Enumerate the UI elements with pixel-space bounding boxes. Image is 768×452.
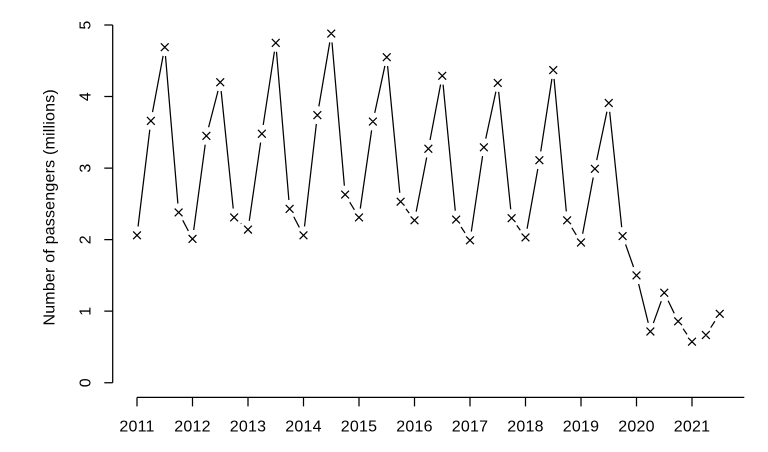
svg-text:4: 4 (78, 92, 95, 101)
svg-text:2013: 2013 (230, 419, 266, 436)
svg-text:2012: 2012 (174, 419, 210, 436)
svg-text:5: 5 (78, 20, 95, 29)
svg-text:1: 1 (78, 307, 95, 316)
svg-text:2011: 2011 (119, 419, 154, 436)
svg-text:2014: 2014 (285, 419, 321, 436)
svg-text:2021: 2021 (674, 419, 710, 436)
svg-text:2015: 2015 (341, 419, 377, 436)
svg-text:Number of passengers (millions: Number of passengers (millions) (42, 89, 59, 326)
svg-text:2018: 2018 (507, 419, 543, 436)
svg-text:2019: 2019 (563, 419, 599, 436)
svg-text:2017: 2017 (452, 419, 488, 436)
svg-text:2020: 2020 (618, 419, 654, 436)
svg-text:0: 0 (78, 378, 95, 387)
svg-text:2: 2 (78, 235, 95, 244)
svg-text:2016: 2016 (396, 419, 432, 436)
svg-text:3: 3 (78, 164, 95, 173)
